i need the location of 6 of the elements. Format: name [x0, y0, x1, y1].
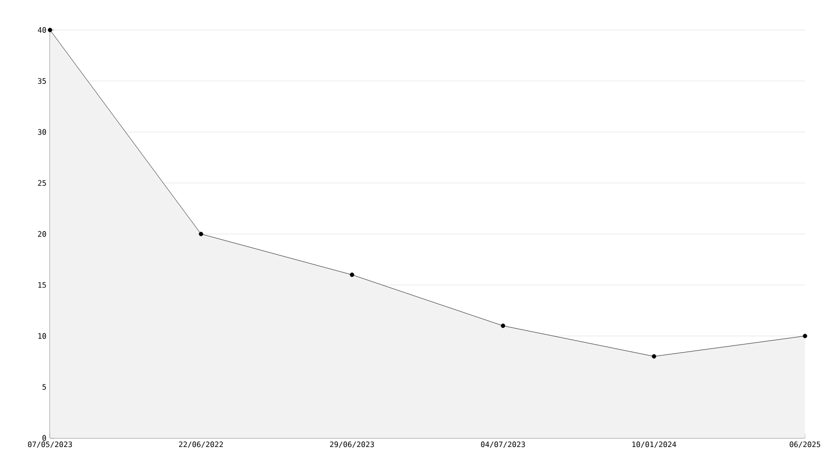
point — [48, 28, 52, 32]
point — [652, 354, 656, 359]
point — [350, 272, 354, 277]
point — [198, 232, 204, 236]
point — [500, 324, 506, 328]
point — [802, 334, 808, 338]
